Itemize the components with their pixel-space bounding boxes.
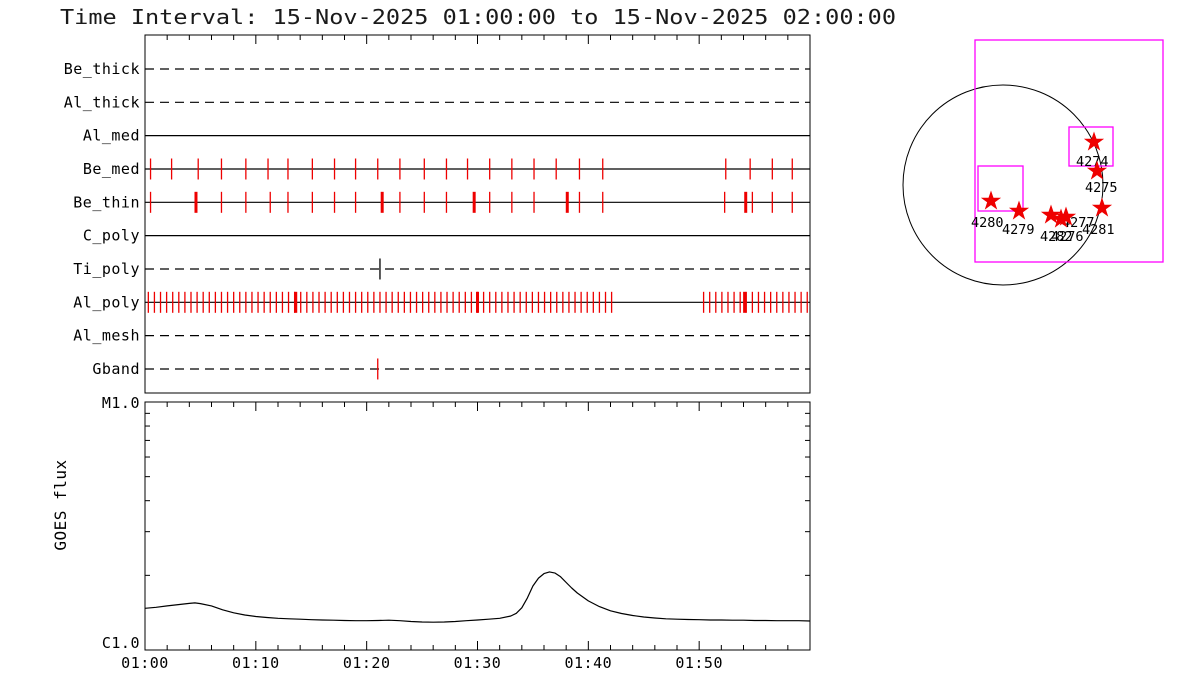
region-label: 4279 xyxy=(1002,222,1035,238)
y-top-label: M1.0 xyxy=(102,394,140,412)
fov-box xyxy=(1068,126,1114,167)
region-label: 4281 xyxy=(1082,222,1115,238)
y-bottom-label: C1.0 xyxy=(102,634,140,652)
goes-border xyxy=(144,401,811,651)
region-star xyxy=(1086,160,1108,180)
row-label: Gband xyxy=(92,360,140,378)
row-label: C_poly xyxy=(83,227,140,245)
region-star xyxy=(980,190,1002,210)
region-label: 4274 xyxy=(1076,154,1109,170)
fov-box xyxy=(977,165,1024,212)
x-tick-label: 01:10 xyxy=(232,654,280,672)
region-label: 4282 xyxy=(1040,229,1073,245)
goes-ylabel: GOES flux xyxy=(51,459,70,550)
row-label: Al_thick xyxy=(64,93,140,111)
row-label: Al_med xyxy=(83,127,140,145)
goes-curve xyxy=(144,571,811,623)
region-star xyxy=(1091,197,1113,217)
region-label: 4277 xyxy=(1062,215,1095,231)
region-star xyxy=(1083,131,1105,151)
timeline-border xyxy=(144,34,811,394)
goes-flux-panel: 01:00 01:10 01:20 01:30 01:40 01:50 M1.0 C1.0 GO… xyxy=(51,394,811,672)
solar-disk xyxy=(902,84,1104,286)
x-tick-label: 01:00 xyxy=(121,654,169,672)
filter-timeline-panel: Be_thick Al_thick Al_med Be_med Be_thin C_pol… xyxy=(64,34,811,394)
row-label: Al_mesh xyxy=(73,327,140,345)
region-star xyxy=(1040,204,1062,224)
row-label: Be_thin xyxy=(73,193,140,211)
region-star xyxy=(1055,206,1077,226)
x-tick-label: 01:20 xyxy=(343,654,391,672)
row-label: Be_thick xyxy=(64,60,140,78)
plot-title: Time Interval: 15-Nov-2025 01:00:00 to 1… xyxy=(60,5,896,29)
row-label: Be_med xyxy=(83,160,140,178)
region-label: 4280 xyxy=(971,215,1004,231)
x-tick-label: 01:40 xyxy=(565,654,613,672)
row-label: Al_poly xyxy=(73,293,140,311)
fov-box xyxy=(974,39,1164,263)
region-label: 4275 xyxy=(1085,180,1118,196)
row-label: Ti_poly xyxy=(73,260,140,278)
x-tick-label: 01:30 xyxy=(454,654,502,672)
region-label: 4276 xyxy=(1051,229,1084,245)
x-tick-label: 01:50 xyxy=(675,654,723,672)
region-star xyxy=(1008,200,1030,220)
